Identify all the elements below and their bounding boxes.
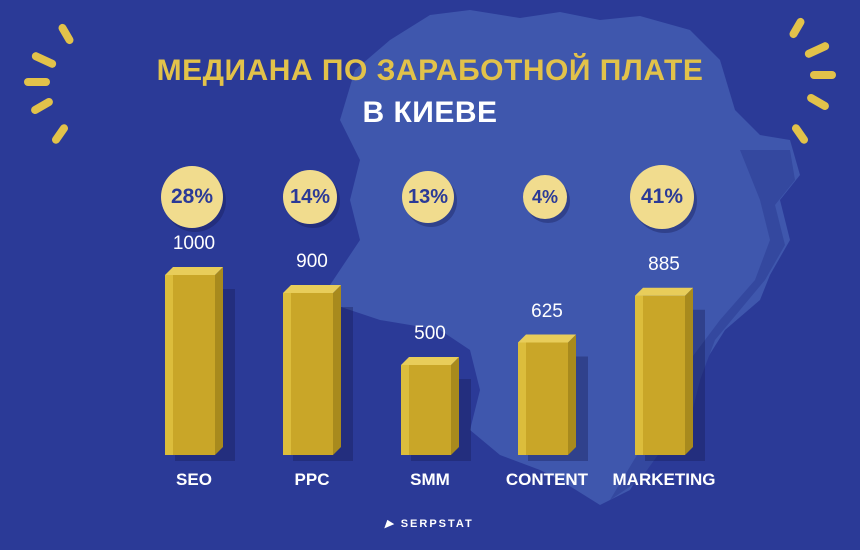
category-label: SEO xyxy=(176,470,212,489)
bar-side xyxy=(215,267,223,455)
value-label: 885 xyxy=(648,253,680,275)
bar-ppc xyxy=(283,293,333,455)
bar-top xyxy=(165,267,223,275)
decorative-ray xyxy=(789,17,805,39)
value-label: 1000 xyxy=(172,233,216,254)
bar-top xyxy=(635,287,693,296)
category-label: PPC xyxy=(294,470,330,489)
kyiv-map-shade xyxy=(610,150,795,500)
category-label: SMM xyxy=(410,470,450,489)
logo-icon: ▶ xyxy=(383,518,399,530)
value-label: 900 xyxy=(296,251,328,272)
percentage-bubble: 13% xyxy=(402,171,454,223)
chart-title-line1: МЕДИАНА ПО ЗАРАБОТНОЙ ПЛАТЕ xyxy=(156,54,704,87)
brand-name: SERPSTAT xyxy=(400,518,474,530)
category-label: CONTENT xyxy=(505,470,589,489)
decorative-ray xyxy=(31,52,57,68)
bar-highlight xyxy=(518,342,526,455)
bar-top xyxy=(401,357,459,365)
bar-top xyxy=(283,285,341,293)
bar-highlight xyxy=(635,295,643,455)
decorative-ray xyxy=(791,124,809,144)
percentage-bubble: 4% xyxy=(523,175,567,219)
bar-side xyxy=(685,287,693,455)
percentage-bubble: 28% xyxy=(161,166,223,228)
decorative-ray xyxy=(58,23,74,45)
decorative-ray xyxy=(804,42,830,58)
value-label: 625 xyxy=(531,300,563,322)
decorative-ray xyxy=(51,124,69,144)
decorative-ray xyxy=(24,78,50,86)
bar-marketing xyxy=(635,295,685,455)
bar-highlight xyxy=(283,293,291,455)
bar-smm xyxy=(401,365,451,455)
category-label: MARKETING xyxy=(612,470,716,489)
bars-layer xyxy=(165,267,705,461)
percentage-bubble: 41% xyxy=(630,165,694,229)
bar-top xyxy=(518,334,576,343)
bar-side xyxy=(451,357,459,455)
serpstat-logo: ▶ SERPSTAT xyxy=(0,517,860,530)
value-label: 500 xyxy=(414,323,446,344)
bar-side xyxy=(333,285,341,455)
decorative-ray xyxy=(807,94,829,110)
bar-side xyxy=(568,334,576,455)
chart-title-line2: В КИЕВЕ xyxy=(362,96,498,129)
percentage-bubble: 14% xyxy=(283,170,337,224)
decorative-rays-left xyxy=(24,23,74,144)
decorative-rays-right xyxy=(789,17,836,144)
bar-content xyxy=(518,342,568,455)
decorative-ray xyxy=(31,98,53,114)
bar-highlight xyxy=(401,365,409,455)
bar-seo xyxy=(165,275,215,455)
decorative-ray xyxy=(810,71,836,79)
bar-highlight xyxy=(165,275,173,455)
